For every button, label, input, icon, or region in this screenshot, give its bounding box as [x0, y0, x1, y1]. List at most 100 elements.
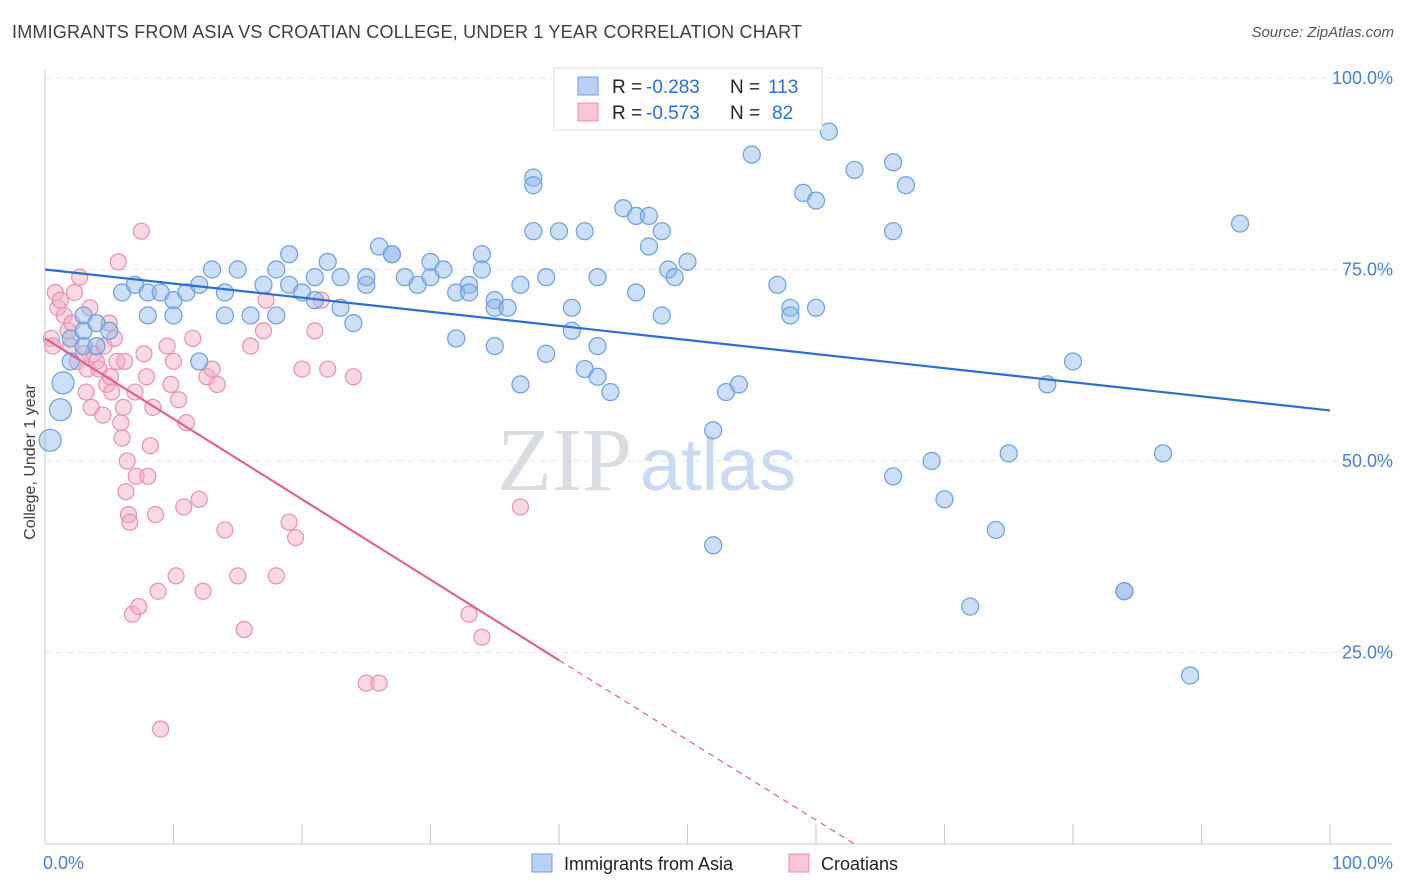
croatians-point — [511, 498, 530, 516]
croatians-point — [118, 452, 136, 470]
asia-point — [1180, 666, 1200, 685]
asia-point — [267, 306, 286, 325]
asia-point — [806, 298, 826, 317]
asia-point — [935, 490, 954, 509]
asia-point — [51, 371, 75, 395]
asia-point — [704, 421, 723, 440]
legend-r-value-asia: -0.283 — [646, 77, 700, 98]
croatians-point — [216, 521, 234, 539]
asia-point — [434, 260, 453, 279]
asia-point — [215, 306, 234, 325]
asia-point — [164, 306, 183, 325]
croatians-point — [135, 345, 153, 363]
asia-point — [819, 122, 838, 141]
legend-r-label-croatians: R = — [612, 103, 642, 124]
asia-point — [498, 298, 517, 317]
asia-point — [922, 451, 941, 471]
series-legend: Immigrants from Asia Croatians — [531, 853, 898, 874]
croatians-point — [167, 567, 185, 585]
croatians-point — [190, 490, 208, 508]
legend-n-label-asia: N = — [730, 77, 760, 98]
asia-point — [562, 298, 581, 317]
croatians-point — [254, 322, 273, 340]
croatians-point — [306, 322, 324, 340]
croatians-point — [235, 620, 253, 639]
croatians-point — [344, 368, 362, 386]
croatians-point — [141, 437, 159, 455]
asia-point — [1115, 582, 1134, 601]
asia-point — [537, 344, 556, 363]
asia-point — [267, 260, 286, 279]
asia-point — [74, 337, 93, 356]
y-tick-label: 100.0% — [1332, 68, 1393, 88]
asia-point — [472, 245, 491, 264]
asia-point — [138, 306, 157, 325]
croatians-point — [267, 567, 285, 585]
bottom-legend-label-croatians: Croatians — [821, 854, 898, 874]
asia-point — [883, 467, 903, 486]
asia-point — [639, 237, 659, 256]
asia-point — [100, 321, 119, 340]
asia-point — [202, 260, 222, 279]
trend-lines — [44, 268, 1331, 845]
chart-title: IMMIGRANTS FROM ASIA VS CROATIAN COLLEGE… — [12, 22, 803, 42]
asia-trend-line — [44, 268, 1331, 412]
croatians-point — [116, 352, 134, 371]
asia-point — [768, 275, 787, 294]
croatians-point — [319, 360, 337, 378]
watermark: ZIP atlas — [497, 411, 796, 510]
asia-point — [382, 245, 402, 264]
croatians-point — [81, 299, 99, 317]
asia-point — [639, 206, 659, 225]
croatians-point — [130, 597, 148, 616]
asia-point — [447, 329, 466, 348]
asia-point — [781, 306, 800, 325]
chart-source: Source: ZipAtlas.com — [1251, 24, 1394, 41]
asia-point — [652, 306, 671, 325]
croatians-point — [152, 720, 170, 738]
asia-point — [588, 337, 607, 356]
croatians-point — [51, 291, 70, 309]
asia-point — [1153, 444, 1173, 463]
asia-point — [986, 520, 1006, 540]
y-tick-label: 50.0% — [1342, 451, 1393, 471]
asia-points — [38, 122, 1250, 685]
croatians-point — [44, 337, 62, 355]
asia-point — [845, 160, 864, 180]
asia-point — [562, 321, 581, 340]
croatians-trend-extension — [558, 659, 855, 845]
asia-point — [472, 260, 491, 279]
asia-point — [704, 536, 723, 555]
asia-point — [331, 268, 350, 287]
asia-point — [459, 275, 479, 294]
asia-point — [537, 268, 556, 287]
asia-point — [1063, 352, 1083, 371]
croatians-point — [71, 268, 89, 286]
croatians-point — [257, 291, 275, 309]
legend-r-value-croatians: -0.573 — [646, 103, 700, 124]
asia-point — [781, 298, 800, 317]
y-tick-label: 75.0% — [1342, 260, 1393, 280]
croatians-point — [175, 498, 193, 516]
asia-point — [485, 298, 504, 317]
asia-point — [575, 222, 594, 241]
asia-point — [485, 337, 504, 356]
croatians-point — [194, 582, 212, 600]
croatians-point — [113, 429, 131, 447]
croatians-point — [280, 513, 298, 531]
croatians-point — [162, 375, 180, 393]
legend-n-value-asia: 113 — [768, 77, 798, 98]
croatians-point — [170, 391, 188, 409]
asia-point — [459, 283, 479, 302]
asia-point — [190, 352, 209, 371]
croatians-point — [158, 337, 176, 355]
grid-lines — [45, 77, 1390, 653]
croatians-points — [42, 222, 530, 738]
asia-point — [331, 298, 350, 317]
asia-point — [357, 275, 376, 294]
croatians-point — [242, 337, 260, 355]
croatians-point — [293, 360, 311, 378]
asia-point — [87, 337, 106, 356]
asia-point — [549, 222, 569, 241]
croatians-point — [139, 467, 157, 485]
